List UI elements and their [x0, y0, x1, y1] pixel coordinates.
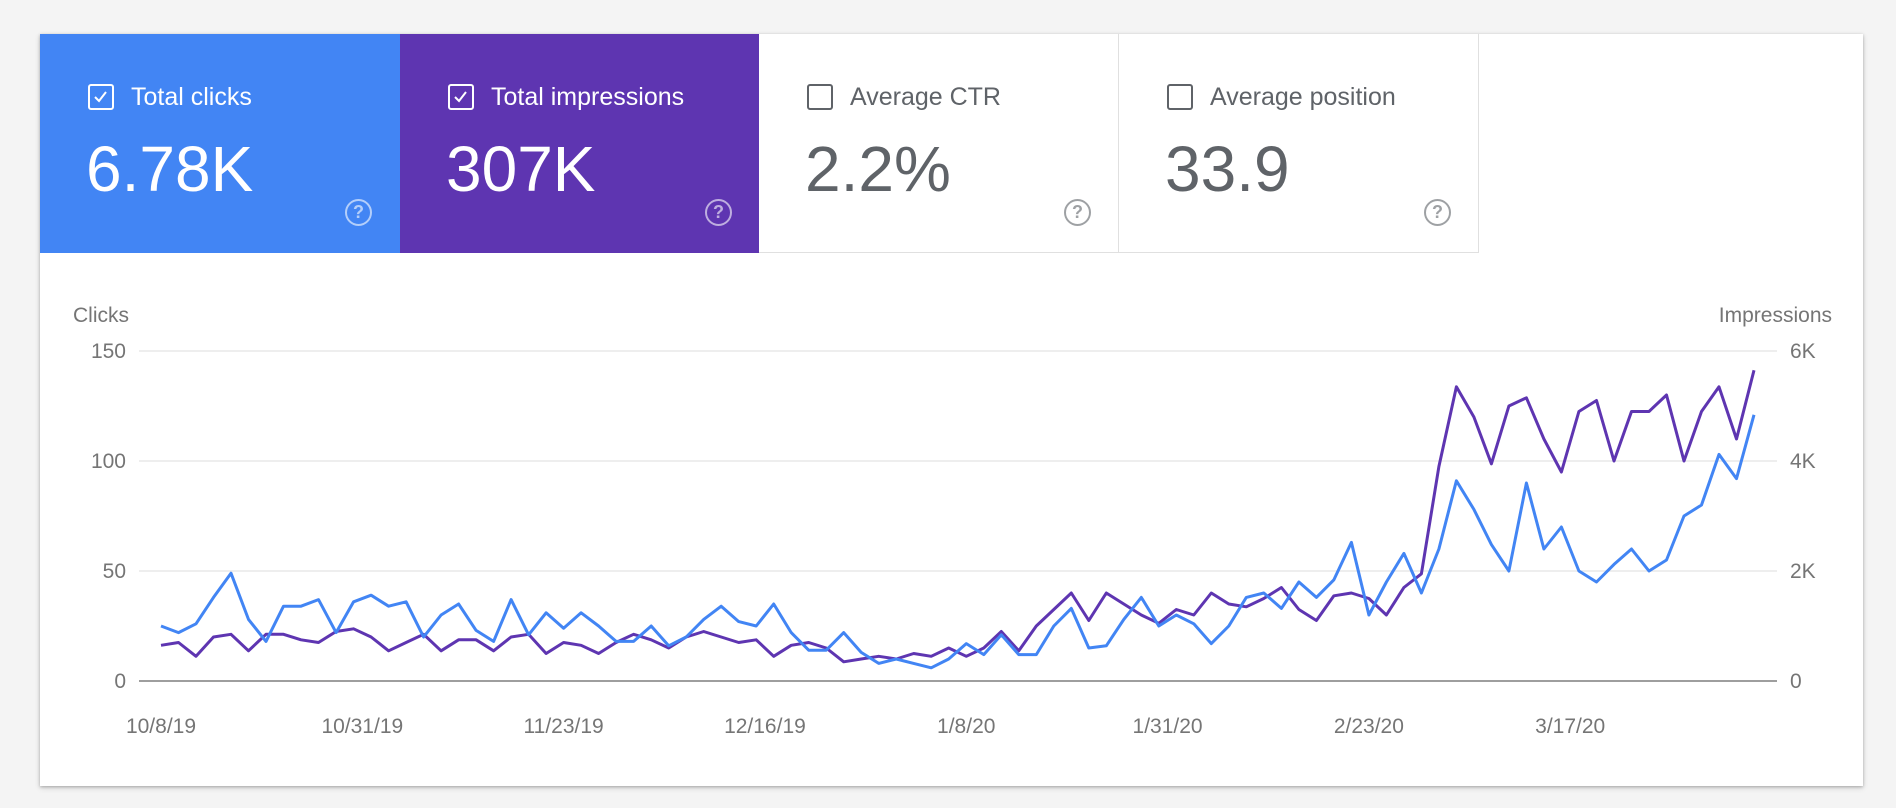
metric-tile-average-position[interactable]: Average position 33.9 ?	[1119, 34, 1479, 253]
checkbox-checked-icon[interactable]	[448, 84, 474, 110]
y-tick-left: 150	[91, 340, 126, 363]
y-tick-right: 4K	[1790, 450, 1816, 473]
metric-value: 6.78K	[86, 133, 254, 205]
left-axis-title: Clicks	[73, 304, 129, 327]
help-circle-icon[interactable]: ?	[705, 199, 732, 226]
series-line-clicks	[160, 414, 1756, 670]
y-tick-right: 2K	[1790, 560, 1816, 583]
metric-label: Total impressions	[491, 83, 685, 111]
help-circle-icon[interactable]: ?	[1424, 199, 1451, 226]
metric-value: 307K	[446, 133, 596, 205]
x-tick-label: 1/31/20	[1133, 715, 1203, 738]
series-line-impressions	[160, 369, 1756, 664]
performance-card: Total clicks 6.78K ? Total impressions 3…	[40, 34, 1863, 786]
checkbox-checked-icon[interactable]	[88, 84, 114, 110]
y-tick-left: 50	[103, 560, 126, 583]
metric-value: 2.2%	[805, 133, 951, 205]
metric-label: Total clicks	[131, 83, 252, 111]
checkbox-unchecked-icon[interactable]	[1167, 84, 1193, 110]
y-tick-left: 0	[114, 670, 126, 693]
x-tick-label: 10/8/19	[126, 715, 196, 738]
metric-value: 33.9	[1165, 133, 1290, 205]
metric-tile-total-clicks[interactable]: Total clicks 6.78K ?	[40, 34, 400, 253]
metric-label: Average position	[1210, 83, 1396, 111]
x-tick-label: 12/16/19	[724, 715, 806, 738]
metric-tile-total-impressions[interactable]: Total impressions 307K ?	[400, 34, 760, 253]
x-tick-label: 1/8/20	[937, 715, 995, 738]
x-tick-label: 2/23/20	[1334, 715, 1404, 738]
x-tick-label: 3/17/20	[1535, 715, 1605, 738]
y-tick-right: 0	[1790, 670, 1802, 693]
checkbox-unchecked-icon[interactable]	[807, 84, 833, 110]
y-tick-left: 100	[91, 450, 126, 473]
x-tick-label: 10/31/19	[321, 715, 403, 738]
y-tick-right: 6K	[1790, 340, 1816, 363]
right-axis-title: Impressions	[1719, 304, 1832, 327]
metric-label: Average CTR	[850, 83, 1001, 111]
help-circle-icon[interactable]: ?	[1064, 199, 1091, 226]
x-tick-label: 11/23/19	[524, 715, 604, 738]
help-circle-icon[interactable]: ?	[345, 199, 372, 226]
metric-tile-average-ctr[interactable]: Average CTR 2.2% ?	[759, 34, 1119, 253]
